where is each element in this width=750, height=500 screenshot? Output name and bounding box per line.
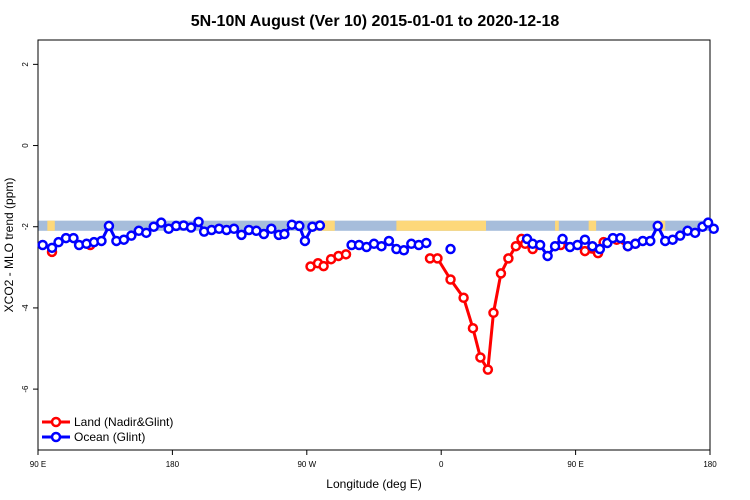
data-point [445,274,456,285]
data-point [432,253,443,264]
data-point [488,307,499,319]
data-point [534,239,546,251]
data-point [96,235,107,247]
data-point [236,229,247,241]
data-point [503,253,514,264]
data-point [148,221,159,232]
data-point [383,235,395,247]
x-tick-label: 90 E [567,460,583,469]
x-axis-label: Longitude (deg E) [326,477,421,491]
ocean-band [38,220,710,231]
data-point [141,227,152,239]
x-axis: 90 E 180 90 W 0 90 E 180 [30,450,717,469]
y-tick-label: -6 [21,385,30,393]
data-point [549,240,561,252]
y-tick-label: 0 [21,143,30,148]
y-tick-label: 2 [21,62,30,67]
data-point [53,236,64,248]
data-point [279,228,290,240]
data-point [37,239,48,251]
data-point [46,242,58,254]
data-point [579,234,591,245]
data-point [258,228,270,240]
data-point [299,235,311,247]
data-point [542,250,553,262]
data-point [118,234,130,245]
data-point [294,220,305,232]
x-tick-label: 180 [166,460,180,469]
y-tick-label: -4 [21,304,30,312]
data-point [467,322,479,334]
data-point [193,216,204,228]
data-point [510,240,522,252]
data-point [475,352,486,363]
data-point [155,217,167,228]
series-layer [37,216,719,375]
data-point [495,268,507,279]
data-point [340,249,352,260]
data-point [594,243,606,255]
y-axis-label: XCO2 - MLO trend (ppm) [2,178,16,313]
land-band-segment [316,220,335,231]
data-point [708,223,719,235]
data-point [376,240,387,252]
x-tick-label: 90 W [297,460,316,469]
data-point [266,223,277,235]
data-point [314,220,326,231]
data-point [572,239,583,251]
x-tick-label: 0 [439,460,444,469]
data-point [126,230,137,241]
data-point [228,223,240,235]
data-point [398,245,410,256]
land-band-segment [47,220,55,231]
data-point [579,245,591,257]
y-tick-label: -2 [21,223,30,231]
x-tick-label: 90 E [30,460,46,469]
data-point [615,232,626,244]
data-point [689,227,701,239]
legend-ocean-label: Ocean (Glint) [74,430,145,444]
legend-land-marker [50,416,62,428]
land-band-segment [588,220,597,231]
data-point [445,243,456,255]
land-band-segment [555,220,559,231]
data-point [421,237,432,249]
chart-title: 5N-10N August (Ver 10) 2015-01-01 to 202… [191,13,560,30]
y-axis: -6 -4 -2 0 2 [21,62,38,393]
data-point [557,233,568,245]
series-ocean [37,216,719,262]
data-point [652,220,663,232]
data-point [185,222,197,233]
legend-land-label: Land (Nadir&Glint) [74,415,173,429]
land-band-segment [396,220,486,231]
data-point [645,235,656,247]
data-point [667,234,678,245]
data-point [318,260,329,272]
data-point [103,220,115,232]
data-point [674,230,686,241]
legend-ocean-marker [50,431,62,443]
legend: Land (Nadir&Glint) Ocean (Glint) [42,415,173,444]
x-tick-label: 180 [703,460,717,469]
data-point [68,232,79,244]
data-point [482,364,494,375]
data-point [702,217,714,228]
data-point [458,292,469,304]
